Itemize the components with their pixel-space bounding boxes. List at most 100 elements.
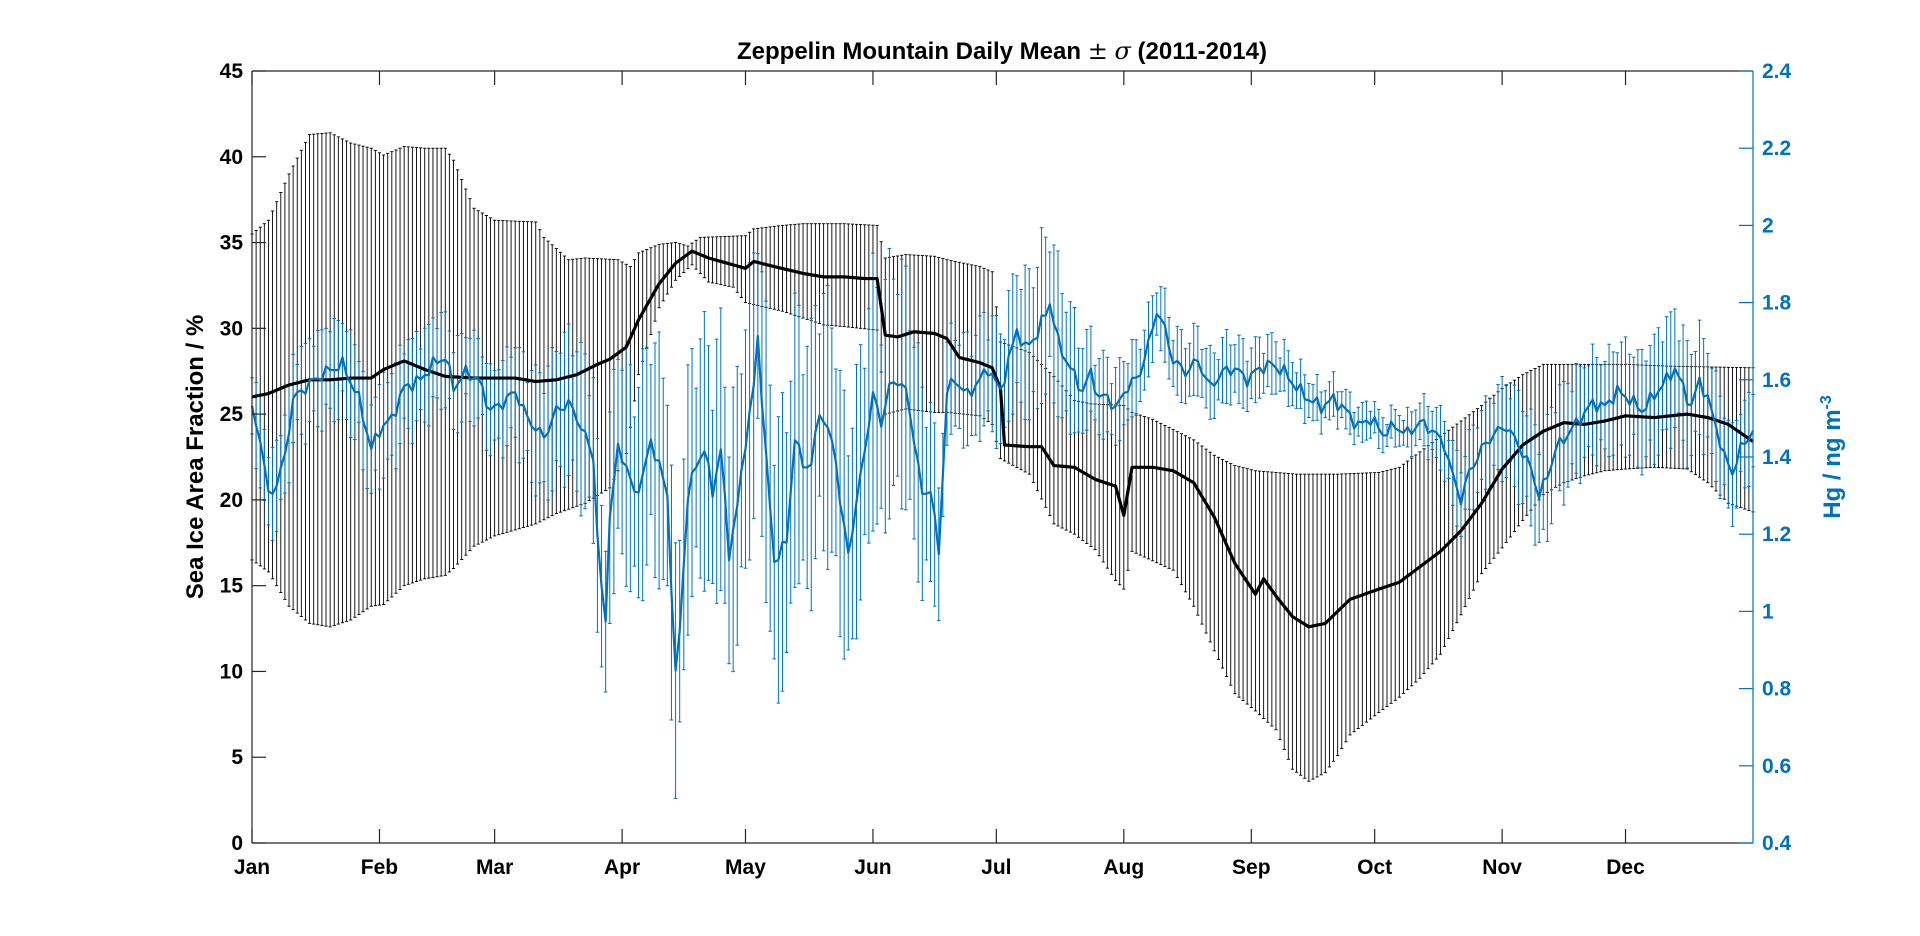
sea-ice-errorbar	[1303, 473, 1307, 779]
sea-ice-errorbar	[1188, 437, 1192, 600]
sea-ice-errorbar	[665, 242, 669, 295]
x-tick-label: Feb	[361, 856, 398, 879]
sea-ice-errorbar	[1151, 418, 1155, 562]
y-left-tick-label: 30	[220, 317, 243, 340]
sea-ice-errorbar	[1368, 472, 1373, 720]
sea-ice-errorbar	[1262, 470, 1266, 719]
sea-ice-errorbar	[801, 223, 805, 319]
sea-ice-errorbar	[653, 245, 657, 322]
sea-ice-errorbar	[1155, 420, 1159, 564]
sea-ice-errorbar	[850, 223, 854, 328]
sea-ice-errorbar	[1159, 422, 1163, 566]
right-axis-ticks: 0.4 0.6 0.8 1 1.2 1.4 1.6 1.8 2 2.2 2.4	[1739, 60, 1792, 855]
sea-ice-errorbar	[1237, 466, 1241, 698]
sea-ice-errorbar	[377, 152, 382, 606]
sea-ice-errorbar	[1142, 416, 1146, 558]
sea-ice-errorbar	[1278, 472, 1282, 741]
y-left-tick-label: 45	[220, 60, 244, 83]
sea-ice-errorbar	[649, 247, 653, 335]
sea-ice-errorbar	[1356, 472, 1360, 729]
x-tick-label: Jul	[981, 856, 1011, 879]
sea-ice-errorbar	[604, 258, 608, 491]
sea-ice-errorbar	[1245, 468, 1249, 705]
x-tick-label: Nov	[1482, 856, 1522, 879]
sea-ice-errorbar	[1422, 448, 1426, 674]
sea-ice-errorbar	[1344, 473, 1348, 743]
sea-ice-errorbar	[834, 223, 838, 327]
sea-ice-errorbar	[1183, 435, 1188, 593]
sea-ice-errorbar	[645, 248, 649, 349]
sea-ice-errorbar	[386, 152, 390, 602]
sea-ice-errorbar	[735, 235, 739, 293]
x-tick-label: May	[725, 856, 766, 879]
y-left-tick-label: 40	[220, 146, 243, 169]
y-left-tick-label: 15	[220, 575, 244, 598]
sea-ice-errorbar	[599, 258, 604, 494]
y-left-tick-label: 35	[220, 232, 244, 255]
plot-area	[252, 71, 1753, 843]
sea-ice-errorbar	[1200, 445, 1204, 625]
sea-ice-errorbar	[657, 243, 661, 309]
sea-ice-errorbar	[1352, 473, 1356, 733]
left-axis-ticks: 0 5 10 15 20 25 30 35 40 45	[220, 60, 266, 855]
sea-ice-errorbar	[1274, 471, 1278, 731]
sea-ice-errorbar	[1336, 473, 1340, 756]
sea-ice-errorbar	[1340, 473, 1344, 750]
x-tick-label: Apr	[604, 856, 640, 879]
sea-ice-errorbar	[283, 182, 287, 600]
sea-ice-errorbar	[1192, 439, 1196, 607]
sea-ice-errorbar	[661, 243, 665, 302]
sea-ice-errorbar	[727, 235, 731, 287]
y-left-tick-label: 5	[231, 746, 243, 769]
sea-ice-errorbar	[1048, 371, 1052, 517]
sea-ice-errorbar	[1229, 463, 1233, 686]
hg-mean-line	[250, 303, 1754, 672]
sea-ice-errorbar	[1463, 417, 1467, 608]
y-left-tick-label: 20	[220, 489, 243, 512]
sea-ice-errorbar	[863, 224, 867, 330]
sea-ice-errorbar	[262, 223, 266, 570]
x-tick-label: Jun	[854, 856, 891, 879]
y-right-tick-label: 1	[1762, 600, 1774, 623]
x-tick-label: Aug	[1103, 856, 1144, 879]
sea-ice-errorbar	[373, 150, 377, 607]
sea-ice-errorbar	[1290, 473, 1295, 770]
sea-ice-errorbar	[636, 252, 641, 376]
x-tick-label: Dec	[1606, 856, 1645, 879]
sea-ice-errorbar	[1241, 467, 1245, 702]
sea-ice-errorbar	[1233, 465, 1237, 695]
sea-ice-errorbar	[1266, 471, 1270, 723]
y-left-tick-label: 10	[220, 660, 243, 683]
sea-ice-errorbar	[1381, 470, 1385, 710]
y-right-tick-label: 1.2	[1762, 523, 1791, 546]
y-right-tick-label: 0.6	[1762, 755, 1791, 778]
sea-ice-errorbar	[1196, 442, 1200, 616]
sea-ice-errorbar	[1348, 473, 1352, 736]
sea-ice-errorbar	[1138, 414, 1142, 556]
y-right-tick-label: 1.6	[1762, 369, 1791, 392]
sea-ice-errorbar	[1208, 451, 1212, 643]
y-right-tick-label: 0.4	[1762, 832, 1792, 855]
sea-ice-errorbar	[1377, 471, 1381, 714]
sea-ice-errorbar	[805, 223, 809, 320]
y-left-tick-label: 25	[220, 403, 244, 426]
x-tick-label: Jan	[234, 856, 270, 879]
sea-ice-errorbar	[1257, 470, 1262, 716]
y-right-tick-label: 2.2	[1762, 137, 1791, 160]
sea-ice-errorbar	[854, 223, 859, 329]
right-axis-title: Hg / ng m-3	[1818, 395, 1846, 519]
y-right-tick-label: 2	[1762, 214, 1774, 237]
sea-ice-errorbar	[1286, 473, 1290, 760]
sea-ice-errorbar	[842, 223, 846, 328]
sea-ice-errorbar	[1146, 417, 1151, 560]
left-axis-title: Sea Ice Area Fraction / %	[182, 315, 209, 600]
sea-ice-errorbar	[1167, 427, 1171, 569]
sea-ice-errorbar	[1220, 458, 1225, 669]
sea-ice-errorbar	[279, 192, 283, 593]
sea-ice-errorbar	[731, 235, 735, 288]
sea-ice-errorbar	[1360, 472, 1364, 726]
sea-ice-errorbar	[1282, 472, 1286, 750]
y-right-tick-label: 1.4	[1762, 446, 1792, 469]
sea-ice-errorbar	[525, 221, 530, 527]
